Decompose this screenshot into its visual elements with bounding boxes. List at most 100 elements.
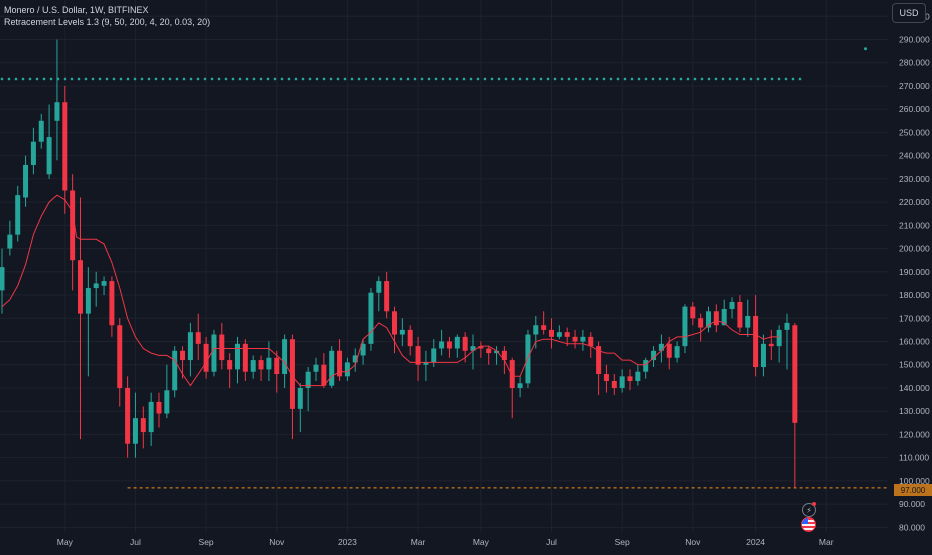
candle-body xyxy=(227,360,233,370)
resistance-dot xyxy=(462,77,466,81)
resistance-dot xyxy=(630,77,634,81)
resistance-dot xyxy=(385,77,389,81)
candle-body xyxy=(15,195,21,235)
candle-body xyxy=(494,350,500,354)
resistance-dot xyxy=(434,77,438,81)
symbol-title[interactable]: Monero / U.S. Dollar, 1W, BITFINEX xyxy=(4,5,149,15)
candle-body xyxy=(30,141,36,165)
price-axis[interactable]: 80.000 90.000 100.000 110.000 120.000 130.000… xyxy=(888,0,932,550)
resistance-dot xyxy=(504,77,508,81)
candle-body xyxy=(556,332,562,337)
resistance-dot xyxy=(574,77,578,81)
resistance-dot xyxy=(203,77,207,81)
candle-body xyxy=(603,374,609,381)
resistance-dot xyxy=(280,77,284,81)
candle-body xyxy=(7,234,13,249)
candle-body xyxy=(572,336,578,342)
resistance-dot xyxy=(0,77,4,81)
y-tick-label: 150.000 xyxy=(899,360,930,370)
resistance-dot xyxy=(784,77,788,81)
resistance-dot xyxy=(497,77,501,81)
candle-body xyxy=(140,418,146,433)
moving-average-line xyxy=(1,194,780,387)
candle-body xyxy=(509,360,515,388)
resistance-dot xyxy=(112,77,116,81)
candle-body xyxy=(462,336,468,351)
candle-body xyxy=(85,288,91,314)
resistance-dot xyxy=(399,77,403,81)
resistance-dot xyxy=(763,77,767,81)
candle-body xyxy=(235,343,240,370)
candle-body xyxy=(258,360,264,370)
candle-body xyxy=(274,357,280,375)
resistance-dot xyxy=(427,77,431,81)
y-tick-label: 280.000 xyxy=(899,58,930,68)
candle-body xyxy=(211,334,217,372)
y-tick-label: 100.000 xyxy=(899,476,930,486)
resistance-dot xyxy=(679,77,683,81)
resistance-dot xyxy=(553,77,557,81)
time-axis[interactable]: May Jul Sep Nov 2023 Mar May Jul Sep Nov 2024 Mar xyxy=(57,537,834,547)
resistance-dot xyxy=(189,77,193,81)
candle-body xyxy=(611,380,617,388)
x-tick-label: Sep xyxy=(199,537,214,547)
us-flag-icon[interactable] xyxy=(801,517,816,532)
candle-body xyxy=(54,102,60,121)
candle-body xyxy=(674,346,680,358)
candle-body xyxy=(219,334,225,361)
candle-body xyxy=(164,390,170,414)
resistance-dot xyxy=(252,77,256,81)
resistance-dot xyxy=(329,77,333,81)
resistance-dot xyxy=(672,77,676,81)
x-tick-label: Nov xyxy=(685,537,701,547)
resistance-dot xyxy=(595,77,599,81)
resistance-dot xyxy=(301,77,305,81)
candle-body xyxy=(651,350,657,361)
resistance-dot xyxy=(343,77,347,81)
x-tick-label: Mar xyxy=(819,537,834,547)
ma-polyline xyxy=(1,194,780,387)
candle-body xyxy=(753,315,759,368)
candle-body xyxy=(792,325,798,423)
resistance-dot xyxy=(560,77,564,81)
candle-body xyxy=(109,281,115,326)
resistance-dot xyxy=(357,77,361,81)
currency-button[interactable]: USD xyxy=(892,3,926,23)
candle-body xyxy=(305,371,311,388)
resistance-dot xyxy=(245,77,249,81)
candle-body xyxy=(282,339,288,375)
candle-body xyxy=(706,311,711,328)
resistance-dot xyxy=(700,77,704,81)
resistance-dot xyxy=(546,77,550,81)
price-axis-bg xyxy=(888,0,932,550)
candle-body xyxy=(454,336,460,349)
candle-body xyxy=(478,346,484,349)
resistance-dot xyxy=(14,77,18,81)
resistance-dot xyxy=(168,77,172,81)
current-price-label-bg xyxy=(894,484,932,496)
resistance-dot xyxy=(707,77,711,81)
candle-body xyxy=(242,343,248,372)
candle-body xyxy=(392,311,397,335)
candle-body xyxy=(46,137,52,175)
candle-body xyxy=(431,348,437,363)
grid-lines xyxy=(0,0,888,532)
x-tick-label: Mar xyxy=(411,537,426,547)
candle-body xyxy=(203,343,209,372)
resistance-dot xyxy=(7,77,11,81)
candle-body xyxy=(172,350,178,391)
resistance-dot xyxy=(693,77,697,81)
candle-body xyxy=(486,348,492,354)
resistance-dot xyxy=(623,77,627,81)
candle-body xyxy=(784,322,790,330)
resistance-dot xyxy=(287,77,291,81)
y-tick-label: 260.000 xyxy=(899,104,930,114)
y-tick-label: 250.000 xyxy=(899,127,930,137)
indicator-title[interactable]: Retracement Levels 1.3 (9, 50, 200, 4, 2… xyxy=(4,17,211,27)
y-tick-label: 110.000 xyxy=(899,453,929,463)
resistance-dot xyxy=(259,77,263,81)
resistance-dot xyxy=(210,77,214,81)
flash-icon[interactable]: ⚡ xyxy=(802,503,816,517)
